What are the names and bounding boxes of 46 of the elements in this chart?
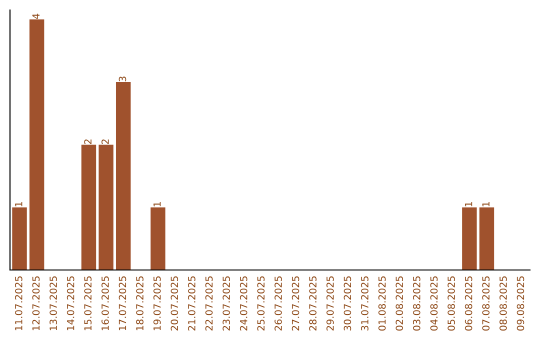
bar (462, 207, 477, 270)
x-tick-label: 27.07.2025 (292, 276, 300, 331)
x-tick-label: 16.07.2025 (102, 276, 109, 330)
data-label: 2 (102, 139, 109, 144)
x-tick-label: 24.07.2025 (240, 276, 248, 331)
bar (479, 207, 494, 270)
x-tick-label: 09.08.2025 (516, 276, 524, 331)
bar (12, 207, 27, 270)
x-tick-label: 01.08.2025 (378, 276, 386, 331)
x-tick-label: 31.07.2025 (361, 276, 368, 330)
x-tick-label: 02.08.2025 (396, 276, 404, 331)
x-tick-label: 29.07.2025 (326, 276, 334, 331)
x-tick-label: 17.07.2025 (118, 276, 126, 330)
data-label: 1 (15, 202, 22, 206)
x-tick-label: 28.07.2025 (309, 276, 317, 331)
x-tick-label: 11.07.2025 (14, 276, 22, 330)
data-label: 3 (118, 76, 126, 82)
x-tick-label: 05.08.2025 (448, 276, 455, 331)
bar (116, 82, 131, 270)
x-tick-label: 26.07.2025 (274, 276, 282, 331)
x-tick-label: 21.07.2025 (188, 276, 196, 331)
x-tick-label: 23.07.2025 (222, 276, 230, 331)
x-tick-label: 18.07.2025 (136, 276, 144, 330)
bar (98, 144, 114, 270)
x-tick-label: 15.07.2025 (84, 276, 92, 330)
x-tick-label: 20.07.2025 (170, 276, 178, 331)
x-tick-label: 06.08.2025 (464, 276, 472, 331)
x-tick-label: 30.07.2025 (344, 276, 352, 330)
data-label: 1 (154, 202, 161, 206)
x-tick-label: 25.07.2025 (257, 276, 265, 331)
x-tick-label: 04.08.2025 (430, 276, 438, 331)
bar (150, 207, 166, 270)
x-tick-label: 19.07.2025 (153, 276, 161, 330)
bar (29, 19, 44, 270)
x-tick-label: 14.07.2025 (66, 276, 74, 330)
data-label: 1 (482, 202, 490, 206)
data-label: 2 (84, 139, 92, 144)
bar (81, 144, 96, 270)
x-tick-label: 13.07.2025 (50, 276, 57, 330)
x-tick-label: 12.07.2025 (32, 276, 40, 330)
data-label: 1 (465, 202, 472, 206)
x-tick-label: 08.08.2025 (500, 276, 507, 331)
data-label: 4 (32, 14, 40, 19)
x-tick-label: 03.08.2025 (412, 276, 420, 331)
x-tick-label: 07.08.2025 (482, 276, 490, 331)
x-tick-label: 22.07.2025 (205, 276, 213, 331)
